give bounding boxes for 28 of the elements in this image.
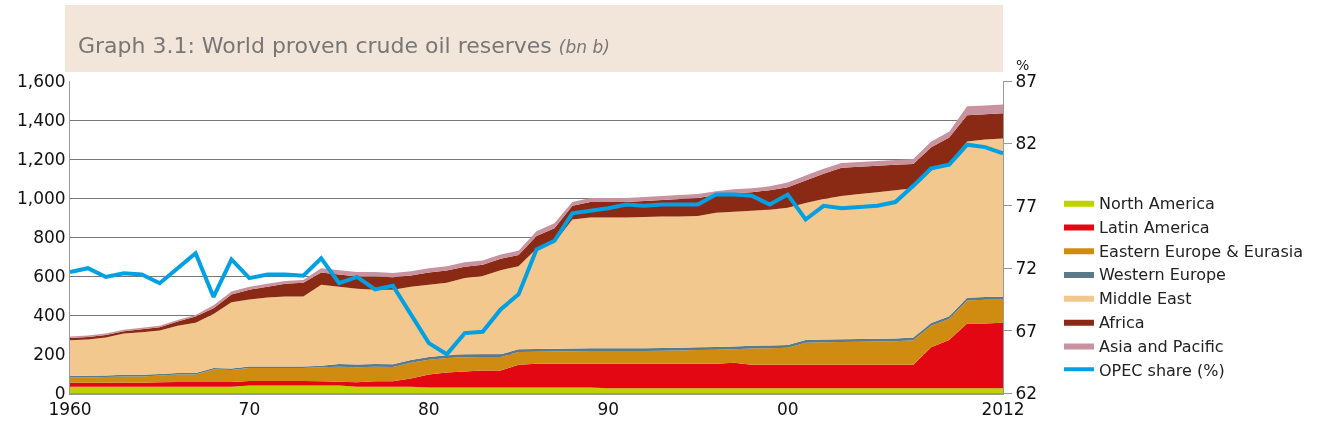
legend-label: OPEC share (%) bbox=[1098, 360, 1225, 380]
y-tick-label: 400 bbox=[33, 304, 66, 325]
y2-tick-label: 77 bbox=[1015, 195, 1038, 216]
legend-label: Eastern Europe & Eurasia bbox=[1098, 241, 1304, 261]
y2-tick-label: 67 bbox=[1015, 320, 1038, 341]
legend-label: Western Europe bbox=[1098, 265, 1226, 285]
chart-title: Graph 3.1: World proven crude oil reserves bbox=[78, 32, 552, 58]
y2-axis-title: % bbox=[1016, 57, 1030, 73]
chart-subtitle: (bn b) bbox=[558, 36, 610, 57]
legend-label: Africa bbox=[1098, 312, 1145, 332]
y-tick-label: 1,200 bbox=[16, 148, 66, 169]
x-tick-label: 00 bbox=[776, 399, 799, 420]
legend-label: Asia and Pacific bbox=[1098, 336, 1224, 356]
y2-tick-label: 87 bbox=[1015, 70, 1038, 91]
y2-tick-label: 72 bbox=[1015, 258, 1038, 279]
y-tick-label: 1,600 bbox=[16, 70, 66, 91]
y-tick-label: 1,000 bbox=[16, 187, 66, 208]
y-tick-label: 800 bbox=[33, 226, 66, 247]
x-tick-label: 80 bbox=[418, 399, 440, 420]
y2-tick-label: 82 bbox=[1015, 133, 1038, 154]
legend-label: Middle East bbox=[1098, 289, 1192, 309]
legend-label: Latin America bbox=[1098, 217, 1210, 237]
y-tick-label: 600 bbox=[33, 265, 66, 286]
legend-label: North America bbox=[1098, 193, 1215, 213]
y-tick-label: 200 bbox=[33, 343, 66, 364]
x-tick-label: 70 bbox=[238, 399, 261, 420]
y-tick-label: 1,400 bbox=[16, 109, 66, 130]
x-tick-label: 90 bbox=[597, 399, 620, 420]
